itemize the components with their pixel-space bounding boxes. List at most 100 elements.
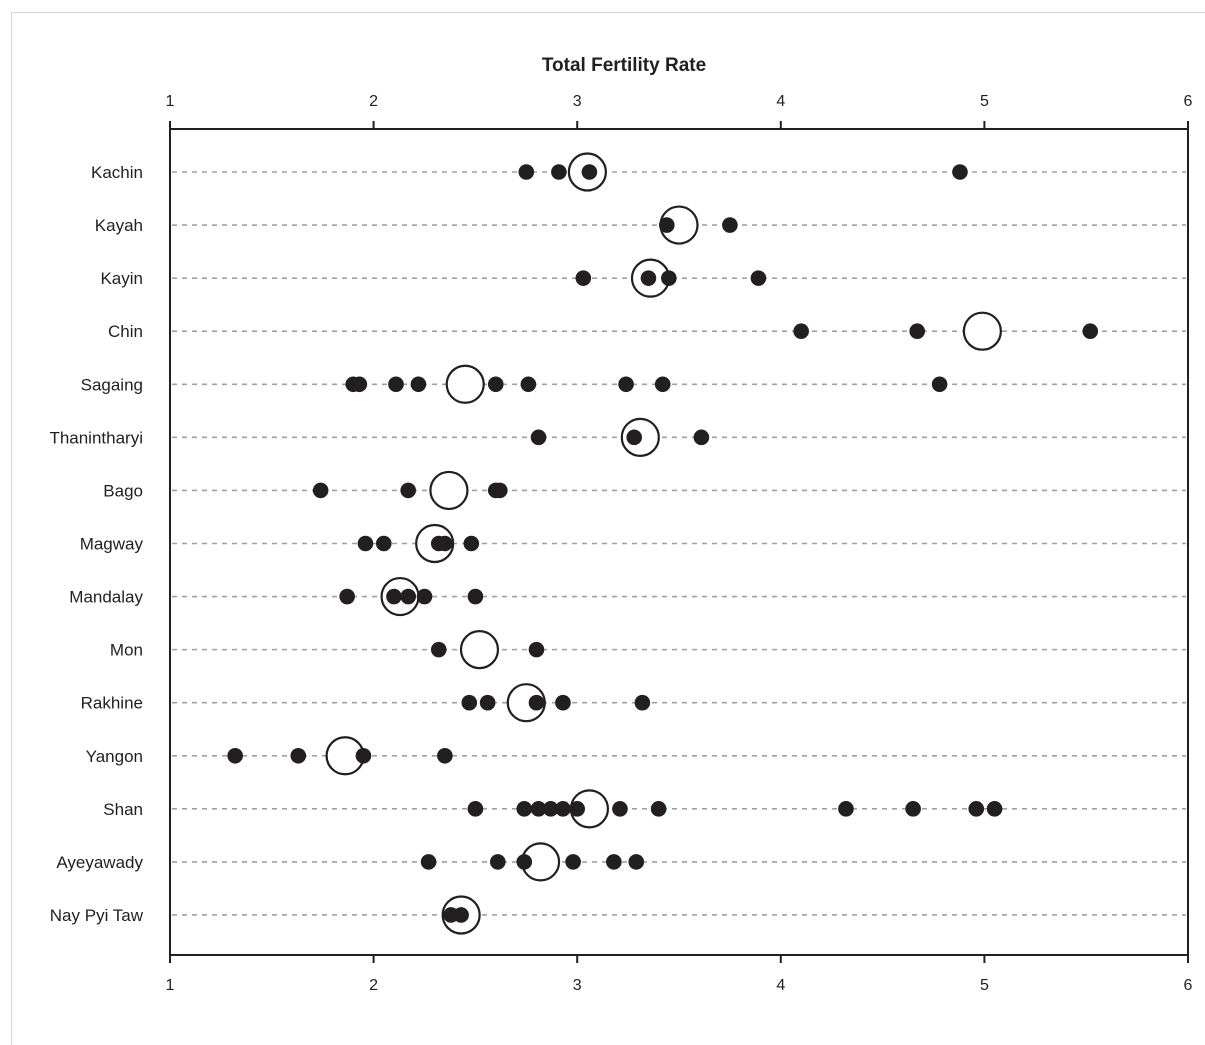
data-point xyxy=(339,588,355,605)
category-label: Magway xyxy=(80,534,144,553)
category-label: Kayin xyxy=(100,269,143,288)
data-point xyxy=(581,164,598,180)
data-point xyxy=(606,854,622,870)
open-circle-marker xyxy=(506,683,546,723)
data-point xyxy=(516,801,533,817)
data-point xyxy=(634,694,651,711)
data-point xyxy=(375,535,392,552)
category-label: Thanintharyi xyxy=(49,428,143,447)
data-point xyxy=(437,747,453,764)
data-point xyxy=(351,376,368,393)
data-point xyxy=(290,747,307,764)
data-point xyxy=(520,376,537,393)
data-point xyxy=(528,641,545,658)
data-point xyxy=(626,429,643,446)
x-tick-label-top: 2 xyxy=(369,93,378,110)
x-axis-title: Total Fertility Rate xyxy=(542,55,706,76)
x-tick-label-top: 5 xyxy=(980,93,989,110)
x-tick-label-top: 3 xyxy=(573,93,582,110)
data-point xyxy=(312,482,329,499)
data-point xyxy=(410,376,427,393)
category-label: Rakhine xyxy=(81,694,143,713)
data-point xyxy=(463,535,480,552)
data-point xyxy=(750,270,767,286)
data-point xyxy=(467,801,484,817)
x-tick-label-top: 4 xyxy=(776,93,785,110)
data-point xyxy=(650,801,667,817)
data-point xyxy=(931,376,948,393)
data-point xyxy=(467,588,484,605)
data-point xyxy=(640,270,657,286)
category-label: Yangon xyxy=(86,747,143,766)
category-label: Bago xyxy=(103,481,143,500)
data-point xyxy=(628,854,645,870)
data-point xyxy=(722,217,738,233)
data-point xyxy=(612,801,628,817)
data-point xyxy=(437,535,453,552)
x-tick-label-bottom: 4 xyxy=(776,977,785,994)
data-point xyxy=(489,854,506,870)
data-point xyxy=(986,801,1003,817)
data-point xyxy=(555,801,571,817)
category-label: Ayeyawady xyxy=(56,853,143,872)
open-circle-marker xyxy=(459,630,500,670)
row-guides xyxy=(172,171,1186,916)
data-point xyxy=(516,854,533,870)
data-point xyxy=(430,641,447,658)
category-label: Mandalay xyxy=(69,588,143,607)
data-point xyxy=(355,747,372,764)
data-point xyxy=(530,429,547,446)
category-label: Chin xyxy=(108,322,143,341)
data-point xyxy=(530,801,547,817)
data-point xyxy=(416,588,433,605)
data-point xyxy=(551,164,567,180)
data-point xyxy=(479,694,496,711)
data-point xyxy=(693,429,710,446)
data-point xyxy=(542,801,559,817)
data-point xyxy=(661,270,677,286)
data-point xyxy=(420,854,437,870)
data-point xyxy=(492,482,508,499)
plot-area xyxy=(169,128,1189,956)
x-tick-label-bottom: 5 xyxy=(980,977,989,994)
category-label: Shan xyxy=(103,800,143,819)
open-circle-marker xyxy=(445,364,485,404)
data-point xyxy=(575,270,592,286)
data-point xyxy=(555,694,571,711)
open-circle-marker xyxy=(962,311,1002,351)
category-label: Mon xyxy=(110,641,143,660)
category-label: Kayah xyxy=(95,216,143,235)
x-tick-label-bottom: 2 xyxy=(369,977,378,994)
axis-ticks: 1 1 2 2 3 3 4 4 5 5 6 6 xyxy=(166,93,1193,994)
data-point xyxy=(618,376,634,393)
category-label: Nay Pyi Taw xyxy=(50,906,144,925)
data-point xyxy=(905,801,921,817)
data-point xyxy=(565,854,581,870)
data-point xyxy=(528,694,545,711)
open-circle-marker xyxy=(429,470,469,511)
data-point xyxy=(952,164,968,180)
data-point xyxy=(909,323,926,340)
data-point xyxy=(838,801,854,817)
x-tick-label-bottom: 6 xyxy=(1184,977,1193,994)
data-marks xyxy=(227,152,1099,935)
data-point xyxy=(1082,323,1099,340)
data-point xyxy=(386,588,402,605)
category-label: Kachin xyxy=(91,163,143,182)
data-point xyxy=(227,747,243,764)
x-tick-label-top: 1 xyxy=(166,93,175,110)
x-tick-label-bottom: 1 xyxy=(166,977,175,994)
data-point xyxy=(569,801,585,817)
data-point xyxy=(461,694,478,711)
data-point xyxy=(654,376,671,393)
data-point xyxy=(388,376,404,393)
data-point xyxy=(400,482,417,499)
data-point xyxy=(793,323,809,340)
data-point xyxy=(357,535,374,552)
data-point xyxy=(658,217,675,233)
data-point xyxy=(453,907,469,923)
x-tick-label-bottom: 3 xyxy=(573,977,582,994)
category-labels: Kachin Kayah Kayin Chin Sagaing Thanintharyi B… xyxy=(49,163,143,925)
data-point xyxy=(487,376,504,393)
